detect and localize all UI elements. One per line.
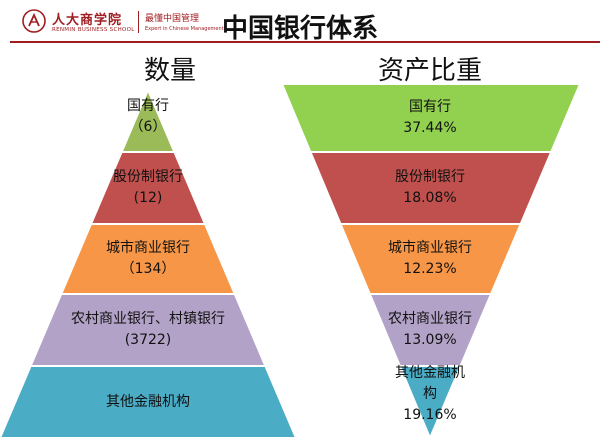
funnel-band-1-value: 37.44% [403, 120, 457, 136]
funnel-band-2-value: 18.08% [403, 190, 457, 206]
pyramid-band-3-label: 城市商业银行 （134） [58, 238, 238, 280]
funnel-band-1-name: 国有行 [409, 99, 451, 115]
logo-divider [138, 11, 139, 33]
logo-english-name: RENMIN BUSINESS SCHOOL [52, 27, 135, 33]
slogan: 最懂中国管理 [145, 14, 200, 24]
funnel-band-5-name: 其他金融机构 [395, 364, 465, 402]
page-title: 中国银行体系 [221, 14, 378, 44]
funnel-band-3-value: 12.23% [403, 261, 457, 277]
asset-share-title: 资产比重 [377, 56, 482, 86]
funnel-band-5-label: 其他金融机构 19.16% [390, 363, 470, 426]
header-bar: 人大商学院 RENMIN BUSINESS SCHOOL 最懂中国管理 Expe… [0, 0, 600, 50]
funnel-band-4-value: 13.09% [403, 332, 457, 348]
pyramid-band-5 [0, 365, 298, 439]
pyramid-band-1-value: （6） [129, 119, 167, 135]
school-logo-icon [22, 9, 46, 33]
pyramid-band-5-label: 其他金融机构 [13, 392, 283, 413]
pyramid-band-2-label: 股份制银行 (12) [88, 167, 208, 209]
pyramid-band-2-value: (12) [133, 190, 163, 206]
pyramid-band-3-name: 城市商业银行 [106, 240, 190, 256]
funnel-band-3-label: 城市商业银行 12.23% [360, 238, 500, 280]
funnel-band-1-label: 国有行 37.44% [330, 97, 530, 139]
funnel-band-3-name: 城市商业银行 [388, 240, 472, 256]
header-divider-line [10, 41, 600, 43]
quantity-title: 数量 [143, 56, 196, 86]
pyramid-band-5-name: 其他金融机构 [106, 393, 190, 410]
funnel-band-2-name: 股份制银行 [395, 169, 465, 185]
pyramid-band-3-value: （134） [120, 261, 176, 277]
funnel-band-4-name: 农村商业银行 [388, 311, 472, 327]
pyramid-band-1-name: 国有行 [127, 98, 169, 114]
logo-name: 人大商学院 [52, 13, 123, 28]
pyramid-band-4-value: (3722) [124, 332, 172, 348]
pyramid-band-4-name: 农村商业银行、村镇银行 [71, 311, 225, 327]
pyramid-band-4-label: 农村商业银行、村镇银行 (3722) [33, 309, 263, 351]
funnel-band-2-label: 股份制银行 18.08% [355, 167, 505, 209]
funnel-band-5-value: 19.16% [403, 406, 457, 423]
funnel-band-5 [398, 365, 463, 441]
pyramid-band-2-name: 股份制银行 [113, 169, 183, 185]
pyramid-band-1-label: 国有行 （6） [118, 96, 178, 138]
funnel-band-4-label: 农村商业银行 13.09% [375, 309, 485, 351]
slogan-english: Expert in Chinese Management [145, 26, 224, 32]
